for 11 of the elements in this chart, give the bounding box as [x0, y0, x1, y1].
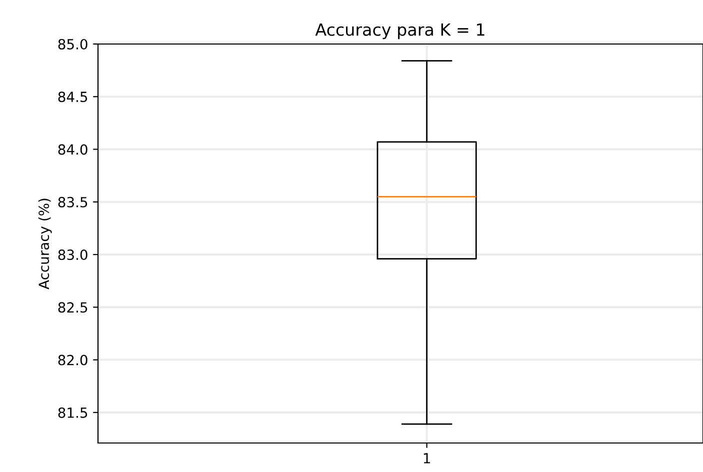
y-tick-label: 82.0 [58, 354, 88, 366]
y-tick-label: 81.5 [58, 407, 88, 418]
y-axis-title: Accuracy (%) [38, 198, 52, 290]
x-tick-label: 1 [424, 453, 430, 464]
y-tick-label: 82.5 [58, 302, 88, 313]
y-tick-label: 84.5 [58, 92, 88, 102]
chart-title: Accuracy para K = 1 [315, 24, 484, 40]
y-tick-label: 84.0 [58, 144, 88, 155]
y-tick-label: 83.0 [58, 250, 88, 260]
y-tick-label: 85.0 [58, 38, 88, 50]
y-tick-label: 83.5 [58, 196, 88, 208]
